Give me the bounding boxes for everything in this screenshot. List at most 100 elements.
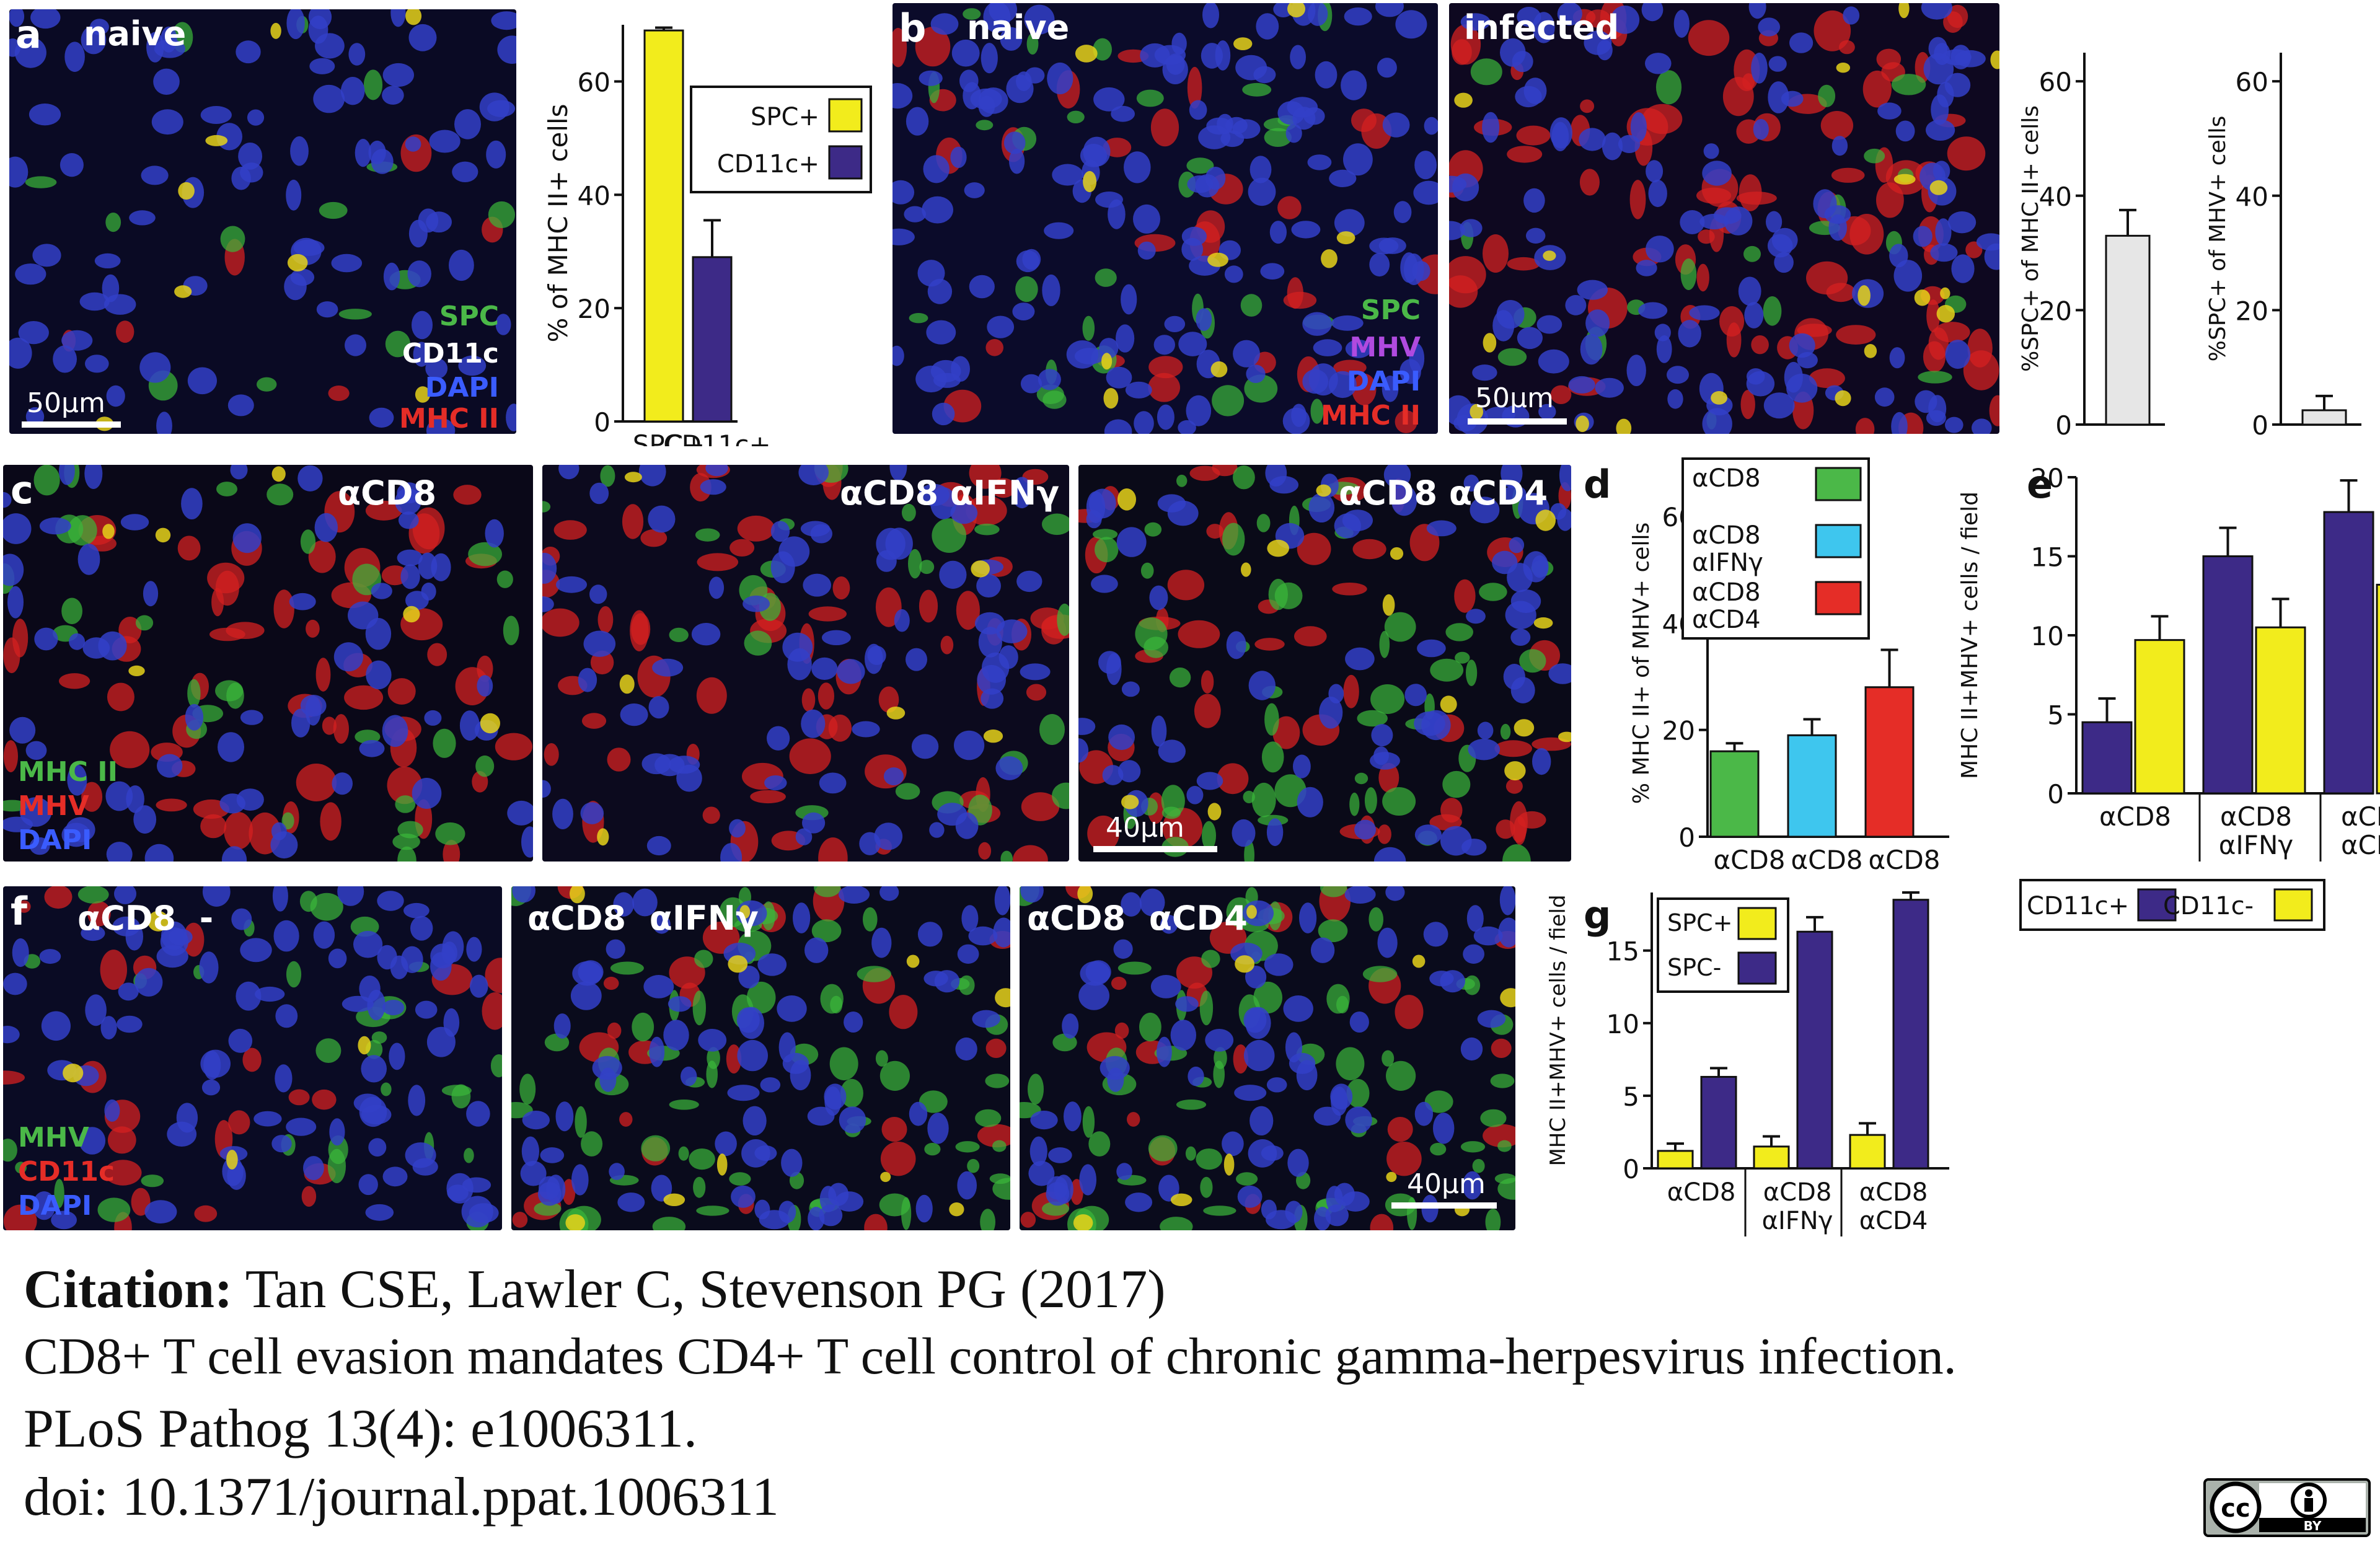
citation-doi: doi: 10.1371/journal.ppat.1006311 — [24, 1467, 779, 1527]
scale-label: 50µm — [1475, 382, 1554, 414]
condition-label: αCD8 αCD4 — [1027, 899, 1248, 938]
micrograph-a-image — [9, 9, 516, 434]
legend-swatch — [828, 145, 863, 180]
error-bar — [2219, 526, 2237, 557]
micrograph-f1: f αCD8 - MHV CD11c DAPI — [3, 886, 502, 1230]
y-axis-label: % MHC II+ of MHV+ cells — [1629, 522, 1654, 804]
x-tick-label: αCD8 — [2341, 801, 2380, 832]
x-tick-label: αCD8 — [1713, 845, 1785, 874]
y-tick-label: 20 — [1662, 716, 1695, 746]
bar — [1787, 734, 1837, 838]
bar — [1657, 1150, 1694, 1170]
panel-letter-c: c — [11, 467, 33, 513]
legend-label: CD11c+ — [2027, 892, 2129, 920]
y-axis-label: MHC II+MHV+ cells / field — [1957, 491, 1983, 779]
x-tick-label: αCD8 — [2220, 801, 2292, 832]
scale-label: 50µm — [27, 387, 105, 419]
bar — [2301, 409, 2347, 426]
legend-mhcii: MHC II — [399, 403, 499, 434]
legend-label: SPC- — [1667, 954, 1721, 981]
y-axis-label: %SPC+ of MHV+ cells — [2205, 116, 2231, 362]
x-tick-label: αIFNγ — [1762, 1207, 1833, 1235]
error-bar — [703, 219, 721, 257]
legend-label: αCD8 — [1692, 578, 1761, 607]
x-tick-label: αCD8 — [1667, 1178, 1736, 1207]
condition-label: naive — [84, 14, 187, 53]
cc-icon: cc — [2221, 1494, 2250, 1523]
panel-letter-f: f — [11, 889, 27, 934]
y-tick-label: 60 — [2039, 67, 2072, 97]
bar — [1849, 1134, 1886, 1170]
scale-label: 40µm — [1106, 812, 1184, 844]
legend-swatch — [1815, 524, 1862, 558]
bar — [692, 256, 733, 423]
condition-label: αCD8 αIFNγ — [527, 899, 759, 938]
bar — [1864, 686, 1915, 838]
scale-bar — [1391, 1202, 1497, 1209]
error-bar — [1710, 1067, 1727, 1077]
micrograph-b-infected: infected 50µm — [1449, 3, 1999, 434]
x-tick-label: αCD4 — [2341, 830, 2380, 860]
legend-label: CD11c+ — [717, 150, 819, 178]
legend-dapi: DAPI — [425, 372, 499, 403]
x-tick-label: CD11c+ — [663, 430, 770, 446]
legend-mhv: MHV — [18, 790, 89, 822]
y-tick-label: 40 — [2039, 182, 2072, 212]
bar — [643, 29, 684, 423]
bar — [2255, 626, 2306, 795]
legend-spc: SPC — [439, 301, 499, 332]
micrograph-c2: αCD8 αIFNγ — [542, 465, 1069, 862]
legend-dapi: DAPI — [1346, 366, 1421, 397]
micrograph-c2-image — [542, 465, 1069, 862]
micrograph-b-infected-image — [1449, 3, 1999, 434]
error-bar — [1763, 1135, 1780, 1147]
error-bar — [1880, 648, 1898, 687]
legend-swatch — [2137, 888, 2177, 922]
condition-label: αCD8 — [338, 474, 437, 513]
error-bar — [2316, 394, 2333, 410]
citation-journal: PLoS Pathog 13(4): e1006311. — [24, 1399, 697, 1459]
scale-label: 40µm — [1407, 1168, 1486, 1200]
legend-dapi: DAPI — [18, 824, 92, 856]
scale-bar — [1468, 418, 1567, 425]
y-tick-label: 60 — [578, 67, 610, 97]
y-tick-label: 15 — [2031, 542, 2064, 573]
legend-mhcii: MHC II — [1321, 400, 1421, 431]
micrograph-c3: αCD8 αCD4 40µm — [1078, 465, 1571, 862]
y-tick-label: 15 — [1606, 937, 1639, 967]
legend-dapi: DAPI — [18, 1190, 92, 1222]
condition-label: αCD8 - — [77, 899, 214, 938]
condition-label: αCD8 αCD4 — [1339, 474, 1548, 513]
citation-title: CD8+ T cell evasion mandates CD4+ T cell… — [24, 1328, 1957, 1385]
bar — [1796, 930, 1833, 1170]
legend-label: αIFNγ — [1692, 549, 1763, 577]
bar — [1709, 750, 1760, 838]
x-tick-label: αCD8 — [2099, 801, 2171, 832]
y-tick-label: 20 — [2039, 296, 2072, 326]
scale-bar — [1093, 846, 1217, 852]
x-tick-label: αCD4 — [1859, 1207, 1928, 1235]
bar — [2081, 721, 2133, 795]
legend-label: CD11c- — [2163, 892, 2254, 920]
error-bar — [2272, 597, 2290, 628]
y-tick-label: 20 — [2031, 463, 2064, 493]
error-bar — [1803, 718, 1821, 736]
panel-letter-b: b — [899, 6, 927, 51]
error-bar — [2119, 208, 2136, 236]
micrograph-a: a naive SPC CD11c DAPI MHC II 50µm — [9, 9, 516, 434]
legend-mhv: MHV — [18, 1122, 89, 1153]
y-tick-label: 5 — [2047, 700, 2064, 731]
bar — [2323, 511, 2374, 795]
error-bar — [655, 26, 672, 31]
legend-swatch — [2273, 888, 2313, 922]
y-tick-label: 0 — [2252, 410, 2268, 441]
panel-letter-g: g — [1584, 892, 1611, 938]
bar — [2134, 639, 2185, 795]
legend-mhcii: MHC II — [18, 756, 118, 788]
legend-label: αCD8 — [1692, 521, 1761, 550]
legend-label: αCD4 — [1692, 606, 1761, 634]
legend-spc: SPC — [1360, 294, 1421, 326]
error-bar — [1859, 1122, 1876, 1135]
bar — [1892, 899, 1929, 1170]
